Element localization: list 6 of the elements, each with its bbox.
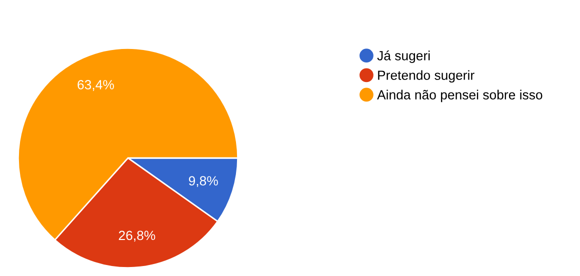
data-label: 63,4% [78,80,114,91]
legend-label: Já sugeri [377,50,430,63]
data-label: 9,8% [188,176,218,188]
data-label: 26,8% [118,230,156,242]
legend-label: Ainda não pensei sobre isso [377,90,542,102]
legend-label: Pretendo sugerir [378,70,474,83]
